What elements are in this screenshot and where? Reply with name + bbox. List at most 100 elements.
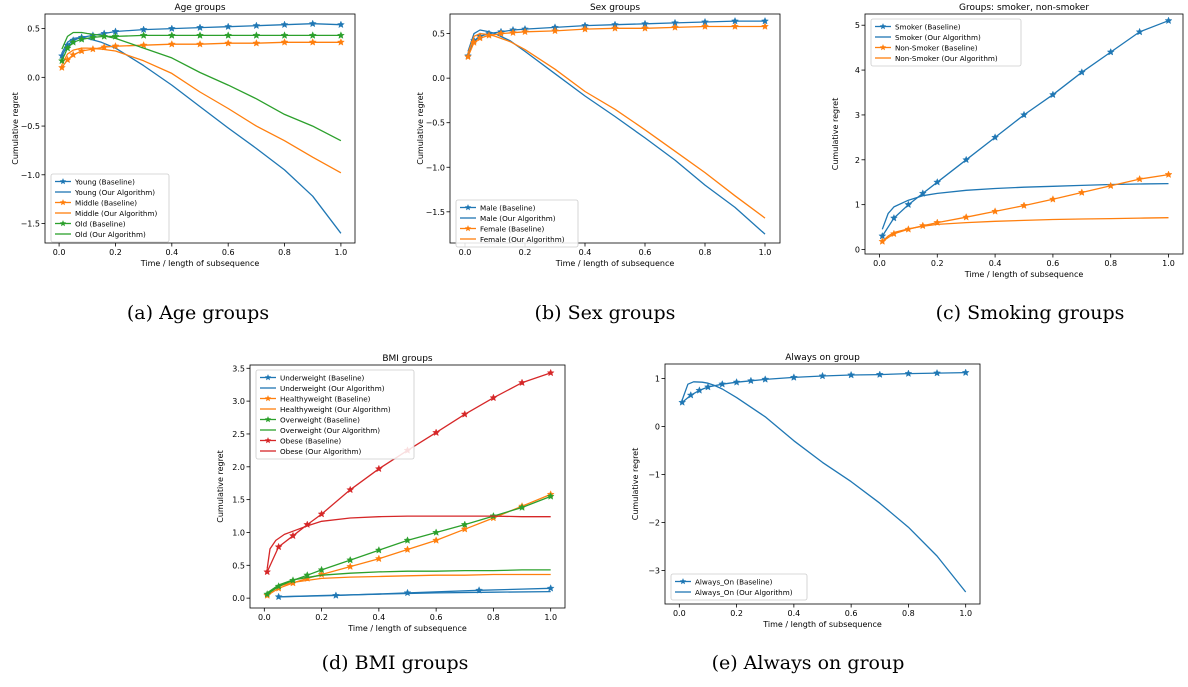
legend: Underweight (Baseline) Underweight (Our A… [255,369,415,460]
x-tick-label: 0.4 [165,248,178,257]
y-axis-label: Cumulative regret [11,92,20,165]
chart-always-on-group: Always on group 0.0 0.2 0.4 0.6 0.8 1.0 −3 −2 −1 0… [631,353,981,629]
series-marker-obese-baseline [317,509,326,518]
legend-marker [464,204,472,211]
series-marker-middle-baseline [111,42,120,50]
legend-box [50,173,170,243]
series-marker-always-on-baseline [847,370,856,379]
series-marker-smoker-baseline [1164,16,1173,25]
series-marker-non-smoker-baseline [1164,170,1173,178]
series-marker-old-baseline [252,31,261,39]
chart-title: BMI groups [382,354,433,364]
chart-age-groups: Age groups 0.0 0.2 0.4 0.6 0.8 1.0 −1.5 −1.0 −0.5… [11,3,356,268]
x-tick-label: 0.2 [931,259,944,268]
series-marker-healthyweight-baseline [403,545,412,553]
series-line-underweight-our-algorithm [278,590,551,598]
legend-marker [264,416,272,423]
series-marker-non-smoker-baseline [1106,181,1115,190]
y-tick-label: 1.5 [232,496,245,505]
series-marker-underweight-baseline [403,588,412,597]
legend-marker [679,578,687,585]
series-marker-old-baseline [336,31,345,39]
legend-marker [264,437,272,444]
series-marker-smoker-baseline [1106,47,1115,56]
y-tick-label: 0 [655,422,660,431]
series-marker-smoker-baseline [1135,27,1144,36]
legend-label: Healthyweight (Baseline) [280,394,371,403]
legend-label: Old (Our Algorithm) [75,230,146,239]
series-marker-smoker-baseline [962,155,971,164]
series-marker-smoker-baseline [904,200,913,209]
x-tick-label: 0.4 [989,259,1002,268]
series-marker-obese-baseline [289,531,297,540]
series-marker-old-baseline [57,56,66,65]
series-marker-smoker-baseline [1077,68,1086,76]
legend-label: Overweight (Baseline) [280,415,360,424]
series-marker-middle-baseline [139,41,148,49]
x-tick-label: 1.0 [544,613,557,622]
series-marker-female-baseline [611,24,619,32]
x-tick-label: 1.0 [759,248,772,257]
y-axis-label: Cumulative regret [631,448,640,521]
series-marker-middle-baseline [57,63,66,71]
y-tick-label: 2 [855,156,860,165]
legend: Male (Baseline)Male (Our Algorithm)Femal… [455,199,579,248]
series-marker-young-baseline [336,20,345,29]
legend: Young (Baseline)Young (Our Algorithm)Mid… [50,173,170,243]
caption-sex-groups: (b) Sex groups [534,302,676,324]
plot-frame [449,13,781,244]
y-tick-label: −1.0 [21,171,40,180]
y-tick-label: −1.5 [21,220,40,229]
series-line-overweight-our-algorithm [266,569,551,594]
x-tick-label: 0.6 [222,248,235,257]
y-tick-label: 0 [855,246,860,255]
series-marker-obese-baseline [274,542,283,551]
legend-label: Middle (Baseline) [75,198,137,207]
series-marker-female-baseline [641,24,649,32]
legend-label: Female (Baseline) [480,224,545,233]
series-marker-non-smoker-baseline [962,213,971,221]
series-marker-female-baseline [509,28,517,37]
x-tick-label: 0.4 [787,609,800,618]
series-group [263,368,555,601]
x-axis-label: Time / length of subsequence [140,259,260,268]
y-axis-label: Cumulative regret [416,92,425,165]
series-line-old-our-algorithm [61,31,342,142]
series-group [464,16,769,235]
y-tick-label: 3.0 [232,397,245,406]
legend-marker [879,23,887,30]
series-marker-female-baseline [464,52,472,61]
x-tick-label: 0.2 [109,248,122,257]
legend-marker [59,199,67,206]
series-marker-smoker-baseline [1020,110,1028,119]
series-marker-young-baseline [252,21,261,30]
series-marker-female-baseline [671,23,679,31]
series-marker-middle-baseline [167,40,176,48]
series-marker-overweight-baseline [374,546,383,554]
series-marker-female-baseline [761,22,769,30]
series-marker-non-smoker-baseline [1135,174,1144,183]
series-marker-young-baseline [280,20,289,29]
series-marker-obese-baseline [263,567,272,576]
chart-title: Always on group [785,353,860,363]
x-tick-label: 0.4 [372,613,385,622]
y-tick-label: 2.5 [232,430,245,439]
y-tick-label: 1 [655,374,660,383]
x-axis-label: Time / length of subsequence [964,270,1084,279]
x-tick-label: 0.8 [278,248,291,257]
series-marker-old-baseline [63,43,72,52]
plot-frame [249,364,566,609]
series-marker-middle-baseline [100,42,109,51]
legend-box [670,573,808,601]
legend-label: Healthyweight (Our Algorithm) [280,405,391,414]
y-tick-label: 0.5 [232,561,245,570]
series-line-obese-our-algorithm [266,515,551,569]
legend-label: Middle (Our Algorithm) [75,209,157,218]
x-tick-label: 0.6 [430,613,443,622]
y-tick-label: 0.5 [432,30,445,39]
series-marker-healthyweight-baseline [346,562,355,570]
series-marker-old-baseline [224,31,233,39]
y-tick-label: 1 [855,201,860,210]
x-tick-label: 0.0 [53,248,66,257]
series-marker-female-baseline [521,27,529,36]
